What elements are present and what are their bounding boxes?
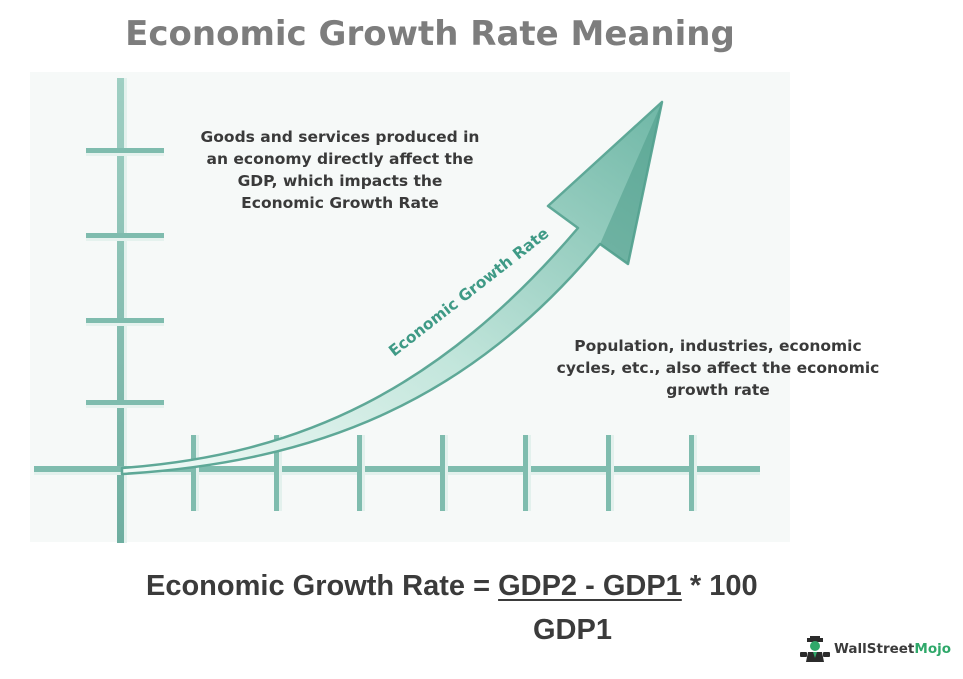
- x-tick: [191, 435, 199, 511]
- formula-denominator: GDP1: [533, 614, 612, 646]
- note-goods-services: Goods and services produced in an econom…: [192, 126, 488, 214]
- brand-word-wall: Wall: [834, 641, 867, 657]
- page-title: Economic Growth Rate Meaning: [125, 14, 735, 54]
- y-tick: [86, 400, 164, 408]
- x-tick: [274, 435, 282, 511]
- y-axis-ticks: [86, 148, 164, 408]
- x-axis-ticks: [191, 435, 697, 511]
- formula-multiplier: * 100: [681, 570, 758, 602]
- formula-lhs: Economic Growth Rate =: [146, 570, 499, 602]
- formula: Economic Growth Rate = GDP2 - GDP1 * 100: [146, 570, 758, 603]
- note-line: cycles, etc., also affect the economic: [556, 359, 880, 377]
- y-axis: [117, 78, 127, 543]
- note-line: GDP, which impacts the: [237, 172, 443, 190]
- brand-word-street: Street: [866, 641, 915, 657]
- brand-logo: Wall Street Mojo: [800, 636, 951, 662]
- y-tick: [86, 318, 164, 326]
- growth-arrow: [120, 100, 664, 476]
- x-tick: [357, 435, 365, 511]
- y-tick: [86, 233, 164, 241]
- note-line: Economic Growth Rate: [241, 194, 439, 212]
- note-line: an economy directly affect the: [206, 150, 474, 168]
- x-tick: [440, 435, 448, 511]
- note-line: Population, industries, economic: [574, 337, 862, 355]
- note-line: growth rate: [666, 381, 770, 399]
- note-population: Population, industries, economic cycles,…: [548, 335, 888, 401]
- x-tick: [523, 435, 531, 511]
- x-tick: [689, 435, 697, 511]
- brand-mascot-icon: [800, 636, 830, 662]
- x-axis: [34, 466, 760, 475]
- x-tick: [606, 435, 614, 511]
- formula-numerator: GDP2 - GDP1: [498, 570, 682, 602]
- brand-word-mojo: Mojo: [914, 641, 952, 657]
- note-line: Goods and services produced in: [200, 128, 480, 146]
- y-tick: [86, 148, 164, 156]
